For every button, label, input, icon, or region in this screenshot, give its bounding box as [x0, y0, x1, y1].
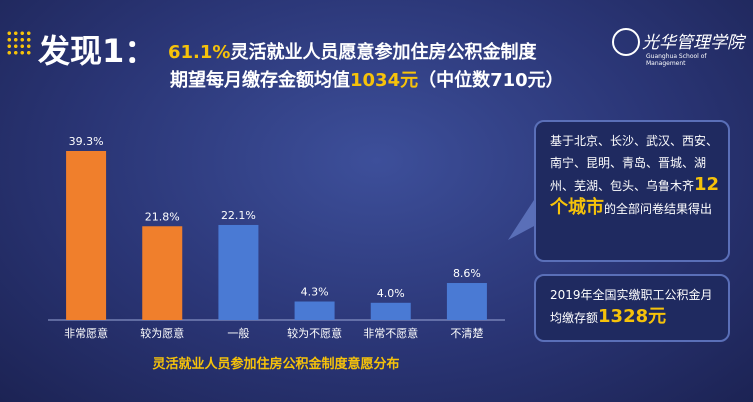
x-tick-label: 较为愿意	[140, 326, 184, 340]
highlight: 1034元	[350, 70, 419, 91]
headline: 期望每月缴存金额均值1034元（中位数710元）	[170, 66, 564, 92]
callout-text: 2019年全国实缴职工公积金月均缴存额	[550, 288, 713, 325]
bar	[66, 151, 107, 320]
highlight: 1328元	[598, 306, 667, 327]
logo-name: 光华管理学院	[642, 33, 744, 53]
value-label: 8.6%	[453, 267, 481, 280]
callout-text: 的全部问卷结果得出	[604, 202, 713, 216]
callout-text: 基于北京、长沙、武汉、西安、南宁、昆明、青岛、晋城、湖州、芜湖、包头、乌鲁木齐	[550, 134, 719, 193]
callout: 2019年全国实缴职工公积金月均缴存额1328元	[534, 274, 730, 342]
value-label: 22.1%	[221, 209, 256, 222]
x-tick-label: 非常不愿意	[363, 326, 418, 340]
bar	[294, 301, 335, 320]
headline-note: （中位数710元）	[418, 70, 564, 91]
headline-text: 灵活就业人员愿意参加住房公积金制度	[230, 42, 537, 63]
bar	[218, 224, 259, 320]
value-label: 39.3%	[69, 135, 104, 148]
callout: 基于北京、长沙、武汉、西安、南宁、昆明、青岛、晋城、湖州、芜湖、包头、乌鲁木齐1…	[534, 120, 730, 262]
x-tick-label: 非常愿意	[64, 326, 108, 340]
x-tick-label: 较为不愿意	[287, 326, 342, 340]
decor-dots	[6, 30, 32, 56]
value-label: 21.8%	[145, 210, 180, 223]
value-label: 4.0%	[377, 287, 405, 300]
logo-subtitle: Guanghua School of Management	[646, 53, 707, 67]
x-tick-label: 一般	[227, 327, 249, 340]
bar	[446, 283, 487, 320]
highlight: 61.1%	[168, 42, 231, 63]
slide-title: 发现1：	[38, 32, 157, 70]
value-label: 4.3%	[301, 286, 329, 299]
callout-pointer	[508, 200, 536, 240]
headline-text: 期望每月缴存金额均值	[170, 70, 350, 91]
logo-seal	[612, 28, 640, 56]
highlight: 12个城市	[550, 174, 720, 218]
chart-title: 灵活就业人员参加住房公积金制度意愿分布	[152, 356, 399, 372]
headline: 61.1%灵活就业人员愿意参加住房公积金制度	[168, 38, 536, 64]
logo: 光华管理学院 Guanghua School of Management	[612, 28, 747, 67]
x-tick-label: 不清楚	[450, 326, 483, 340]
bar	[370, 302, 411, 320]
bar	[142, 226, 183, 320]
